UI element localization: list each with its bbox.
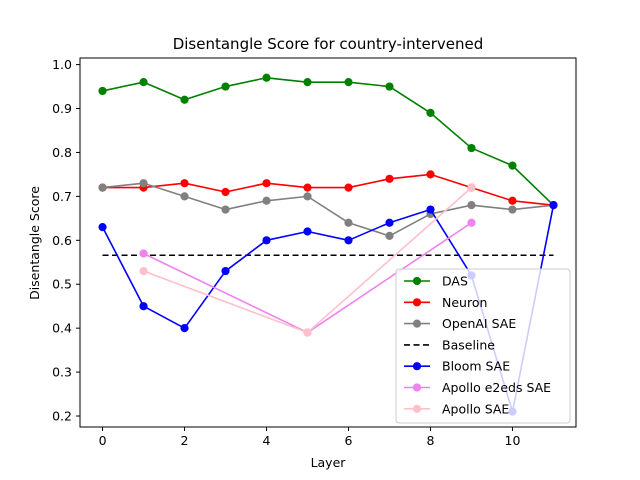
- data-point-das: [98, 86, 107, 96]
- legend-marker-apollo-e2eds-sae: [412, 383, 422, 392]
- data-point-neuron: [221, 187, 230, 197]
- x-tick-label: 4: [263, 433, 271, 448]
- data-point-das: [180, 95, 189, 104]
- x-tick-label: 8: [427, 433, 435, 448]
- legend-box: [395, 268, 571, 424]
- data-point-openai-sae: [467, 201, 476, 210]
- data-point-das: [262, 73, 271, 82]
- y-tick-label: 0.7: [52, 189, 72, 204]
- legend-marker-apollo-sae: [412, 404, 422, 413]
- data-point-apollo-sae: [139, 266, 148, 276]
- y-tick-label: 0.8: [52, 145, 72, 160]
- data-point-bloom-sae: [344, 236, 353, 245]
- x-axis-label: Layer: [311, 455, 347, 470]
- x-tick-label: 0: [99, 433, 107, 448]
- y-tick-label: 0.2: [52, 409, 72, 424]
- data-point-apollo-e2eds-sae: [139, 249, 148, 258]
- data-point-openai-sae: [262, 196, 271, 205]
- data-point-neuron: [385, 174, 394, 183]
- series-line-das: [102, 76, 555, 206]
- data-point-neuron: [426, 170, 435, 179]
- y-tick-label: 0.6: [52, 233, 72, 248]
- legend-label-neuron: Neuron: [442, 295, 487, 310]
- data-point-das: [508, 161, 517, 170]
- data-point-bloom-sae: [303, 227, 312, 236]
- data-point-das: [139, 78, 148, 87]
- data-point-bloom-sae: [221, 266, 230, 276]
- data-point-openai-sae: [303, 192, 312, 201]
- chart-title: Disentangle Score for country-intervened: [173, 35, 484, 53]
- legend-label-apollo-e2eds-sae: Apollo e2eds SAE: [442, 380, 551, 395]
- data-point-bloom-sae: [98, 223, 107, 232]
- data-point-das: [426, 108, 435, 118]
- series-line-neuron: [102, 173, 554, 206]
- legend-label-bloom-sae: Bloom SAE: [442, 359, 510, 374]
- data-point-das: [303, 78, 312, 87]
- legend-label-apollo-sae: Apollo SAE: [442, 401, 509, 416]
- data-point-openai-sae: [508, 205, 517, 214]
- y-tick-label: 0.4: [52, 321, 72, 336]
- y-tick-label: 0.5: [52, 277, 72, 292]
- y-axis-label: Disentangle Score: [27, 186, 42, 300]
- data-point-openai-sae: [139, 179, 148, 188]
- axes-frame: [79, 57, 577, 428]
- data-point-apollo-e2eds-sae: [467, 218, 476, 227]
- data-point-apollo-sae: [467, 183, 476, 192]
- legend: DAS Neuron OpenAI SAE Baseline Bloom SAE Apol…: [395, 268, 571, 424]
- x-tick-label: 2: [181, 433, 189, 448]
- y-tick-label: 1.0: [52, 57, 72, 72]
- data-point-bloom-sae: [262, 236, 271, 245]
- data-point-das: [385, 82, 394, 91]
- y-tick-label: 0.9: [52, 101, 72, 116]
- x-tick-label: 6: [345, 433, 353, 448]
- data-point-openai-sae: [344, 218, 353, 227]
- data-point-das: [344, 78, 353, 87]
- data-point-neuron: [180, 179, 189, 188]
- data-point-openai-sae: [180, 192, 189, 201]
- data-point-bloom-sae: [426, 205, 435, 214]
- legend-marker-neuron: [412, 298, 422, 307]
- data-point-das: [467, 143, 476, 153]
- legend-marker-openai-sae: [412, 319, 422, 328]
- legend-marker-bloom-sae: [412, 362, 422, 371]
- data-point-apollo-sae: [303, 328, 312, 337]
- data-point-openai-sae: [98, 183, 107, 192]
- data-point-bloom-sae: [139, 302, 148, 311]
- data-point-neuron: [303, 183, 312, 192]
- data-point-neuron: [344, 183, 353, 192]
- data-point-neuron: [262, 179, 271, 188]
- data-point-openai-sae: [221, 205, 230, 214]
- data-point-neuron: [508, 196, 517, 205]
- legend-label-openai-sae: OpenAI SAE: [442, 316, 516, 331]
- legend-label-das: DAS: [442, 274, 468, 289]
- data-point-openai-sae: [385, 231, 394, 241]
- legend-marker-das: [412, 276, 422, 286]
- x-tick-label: 10: [505, 433, 521, 448]
- y-tick-label: 0.3: [52, 365, 72, 380]
- data-point-bloom-sae: [180, 324, 189, 333]
- legend-label-baseline: Baseline: [442, 337, 495, 352]
- series-line-openai-sae: [102, 182, 554, 237]
- data-point-bloom-sae: [549, 201, 558, 210]
- plot-area: 0 2 4 6 8 10 0.2 0.3 0.4 0.5 0.6 0.7 0.8 0.9 1.0: [52, 57, 577, 448]
- data-point-bloom-sae: [385, 218, 394, 227]
- data-point-das: [221, 82, 230, 91]
